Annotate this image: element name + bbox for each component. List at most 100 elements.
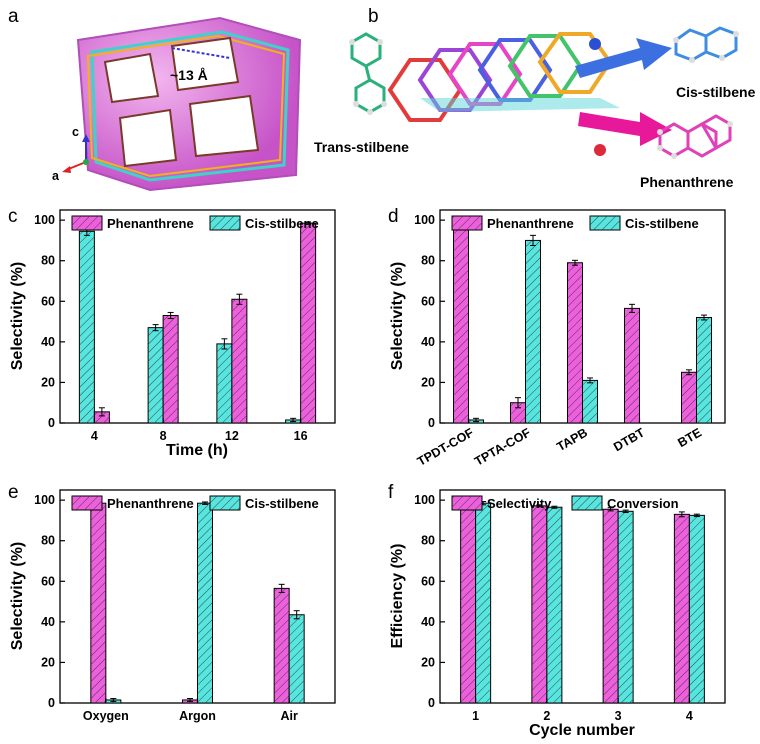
legend: Phenanthrene Cis-stilbene (71, 215, 319, 231)
legend-swatch-hatch (572, 496, 602, 510)
x-tick-label: TAPB (554, 425, 590, 454)
y-tick-label: 60 (421, 294, 435, 308)
y-axis: 0 20 40 60 80 100 (414, 493, 445, 710)
bar-hatch (525, 240, 541, 423)
x-tick-label: Air (280, 709, 298, 723)
x-tick-label: TPTA-COF (472, 425, 533, 468)
bar-hatch (453, 223, 469, 423)
bar-hatch (582, 380, 598, 423)
cof-channel-illustration (387, 32, 620, 122)
legend-label: Cis-stilbene (245, 216, 319, 231)
y-tick-label: 40 (41, 335, 55, 349)
axis-a-label: a (52, 169, 60, 183)
y-tick-label: 20 (421, 655, 435, 669)
bar-hatch (681, 372, 697, 423)
bar-hatch (567, 262, 583, 423)
cis-stilbene-molecule (673, 26, 739, 63)
y-tick-label: 20 (421, 375, 435, 389)
y-tick-label: 0 (48, 416, 55, 430)
legend-label: Phenanthrene (487, 216, 574, 231)
y-tick-label: 0 (428, 416, 435, 430)
plot-frame (439, 489, 726, 704)
legend-label: Cis-stilbene (625, 216, 699, 231)
trans-stilbene-molecule (349, 32, 387, 115)
bar-hatch (475, 503, 491, 703)
bar-hatch (531, 505, 547, 703)
legend-swatch-hatch (210, 216, 240, 230)
bar-hatch (689, 515, 705, 703)
bar-hatch (674, 514, 690, 703)
x-axis: Oxygen Argon Air (83, 698, 298, 723)
legend-label: Conversion (607, 496, 679, 511)
bar-series (90, 500, 305, 704)
panel-f: f 0 20 40 60 80 100 1 2 3 4 Selectivity Conversio… (388, 482, 726, 739)
bar-hatch (300, 223, 316, 423)
legend-swatch-hatch (590, 216, 620, 230)
panel-c: c 0 20 40 60 80 100 4 8 12 16 Phenanthrene Cis-st… (8, 206, 336, 459)
y-tick-label: 80 (41, 534, 55, 548)
y-tick-label: 60 (41, 574, 55, 588)
legend-swatch-hatch (452, 496, 482, 510)
y-tick-label: 80 (41, 254, 55, 268)
x-tick-label: 16 (294, 429, 308, 443)
bar-hatch (231, 299, 247, 423)
y-axis-label: Selectivity (%) (389, 262, 406, 370)
legend-label: Cis-stilbene (245, 496, 319, 511)
bar-series (460, 501, 705, 704)
pore-size-label: ~13 Å (170, 67, 208, 83)
bar-hatch (624, 308, 640, 423)
x-axis-label: Cycle number (529, 722, 635, 739)
y-tick-label: 100 (414, 493, 435, 507)
bar-hatch (289, 614, 305, 703)
legend-swatch-hatch (452, 216, 482, 230)
y-tick-label: 20 (41, 655, 55, 669)
legend-label: Phenanthrene (107, 496, 194, 511)
bar-hatch (696, 317, 712, 423)
y-tick-label: 40 (421, 615, 435, 629)
reactant-label: Trans-stilbene (314, 139, 409, 155)
bar-hatch (603, 509, 619, 703)
bar-hatch (94, 411, 110, 423)
bar-hatch (618, 511, 634, 703)
product-phenanthrene-label: Phenanthrene (640, 174, 734, 190)
bar-hatch (90, 503, 106, 703)
bar-hatch (148, 327, 164, 423)
bar-hatch (216, 343, 232, 423)
panel-label-a: a (8, 6, 19, 27)
axis-c-label: c (72, 125, 79, 139)
y-tick-label: 60 (41, 294, 55, 308)
y-tick-label: 80 (421, 534, 435, 548)
x-tick-label: Oxygen (83, 709, 129, 723)
phenanthrene-molecule (657, 114, 733, 159)
x-tick-label: 8 (160, 429, 167, 443)
legend-swatch-hatch (72, 216, 102, 230)
x-tick-label: BTE (675, 425, 704, 450)
legend: Selectivity Conversion (451, 495, 679, 511)
panel-e: e 0 20 40 60 80 100 Oxygen Argon Air Phenanthre… (8, 482, 336, 723)
x-axis: 4 8 12 16 (91, 418, 308, 443)
x-axis-label: Time (h) (166, 442, 228, 459)
x-tick-label: 12 (225, 429, 239, 443)
x-tick-label: 4 (686, 709, 693, 723)
y-tick-label: 100 (34, 493, 55, 507)
y-axis-label: Selectivity (%) (9, 262, 26, 370)
bar-series (78, 221, 317, 424)
bar-hatch (460, 503, 476, 703)
x-tick-label: 4 (91, 429, 98, 443)
y-tick-label: 40 (421, 335, 435, 349)
legend-swatch-hatch (72, 496, 102, 510)
x-tick-label: 1 (472, 709, 479, 723)
panel-b: b Trans-stilbene (314, 6, 756, 190)
y-tick-label: 80 (421, 254, 435, 268)
legend-swatch-hatch (210, 496, 240, 510)
panel-label-c: c (8, 206, 18, 227)
phenanthrene-pathway-arrow (578, 112, 672, 156)
axis-indicator: c a (52, 125, 90, 183)
y-tick-label: 0 (428, 696, 435, 710)
y-tick-label: 60 (421, 574, 435, 588)
bar-series (453, 221, 712, 424)
panel-a: a ~13 Å c a (8, 6, 302, 192)
bar-hatch (163, 315, 179, 423)
